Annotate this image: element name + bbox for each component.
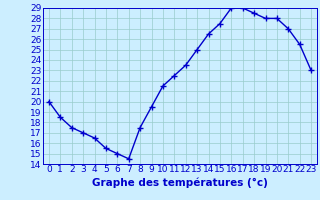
X-axis label: Graphe des températures (°c): Graphe des températures (°c) [92, 177, 268, 188]
